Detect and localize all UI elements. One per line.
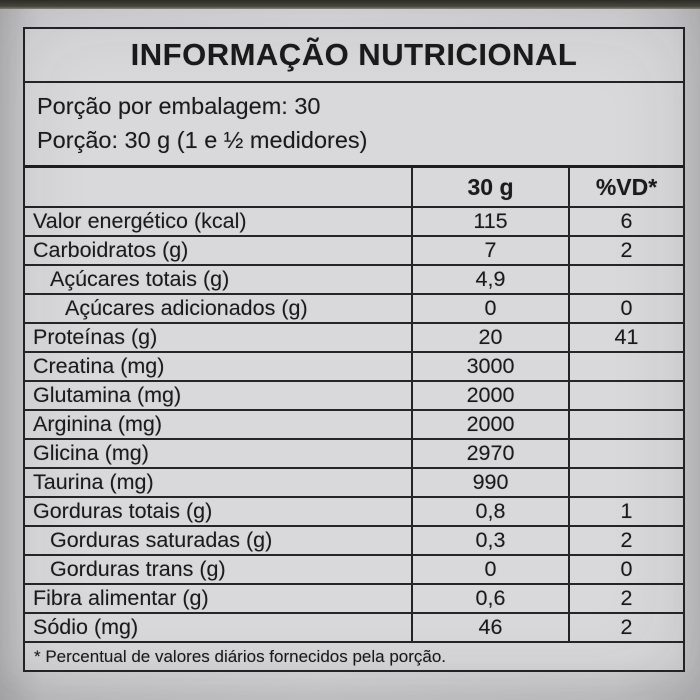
table-body: Valor energético (kcal) 115 6 Carboidratos … bbox=[25, 208, 683, 643]
dv-cell bbox=[568, 266, 683, 293]
dv-cell: 2 bbox=[568, 527, 683, 554]
nutrient-name-cell: Glutamina (mg) bbox=[33, 383, 182, 407]
amount-cell: 0,8 bbox=[411, 498, 568, 525]
serving-size: Porção: 30 g (1 e ½ medidores) bbox=[37, 126, 368, 153]
amount-cell: 46 bbox=[411, 614, 568, 641]
dv-cell bbox=[568, 469, 683, 496]
dv-cell bbox=[568, 411, 683, 438]
table-row: Gorduras totais (g) 0,8 1 bbox=[25, 498, 683, 527]
nutrient-name-cell: Açúcares totais (g) bbox=[50, 267, 230, 291]
nutrition-label: INFORMAÇÃO NUTRICIONAL Porção por embala… bbox=[23, 27, 685, 672]
footnote: * Percentual de valores diários fornecid… bbox=[34, 646, 447, 666]
dv-cell: 0 bbox=[568, 556, 683, 583]
amount-cell: 2000 bbox=[411, 382, 568, 409]
label-title: INFORMAÇÃO NUTRICIONAL bbox=[25, 29, 683, 83]
nutrient-name-cell: Gorduras totais (g) bbox=[33, 499, 213, 523]
amount-cell: 7 bbox=[411, 237, 568, 264]
table-row: Carboidratos (g) 7 2 bbox=[25, 237, 683, 266]
table-row: Glutamina (mg) 2000 bbox=[25, 382, 683, 411]
table-row: Valor energético (kcal) 115 6 bbox=[25, 208, 683, 237]
amount-cell: 0 bbox=[411, 556, 568, 583]
table-row: Gorduras trans (g) 0 0 bbox=[25, 556, 683, 585]
nutrient-name-cell: Creatina (mg) bbox=[33, 354, 165, 378]
nutrient-name-cell: Carboidratos (g) bbox=[33, 238, 189, 262]
table-row: Gorduras saturadas (g) 0,3 2 bbox=[25, 527, 683, 556]
dv-cell bbox=[568, 353, 683, 380]
amount-cell: 0,3 bbox=[411, 527, 568, 554]
amount-cell: 2970 bbox=[411, 440, 568, 467]
amount-cell: 4,9 bbox=[411, 266, 568, 293]
nutrient-name-cell: Fibra alimentar (g) bbox=[33, 586, 209, 610]
amount-cell: 0,6 bbox=[411, 585, 568, 612]
nutrient-name-cell: Taurina (mg) bbox=[33, 470, 154, 494]
amount-cell: 0 bbox=[411, 295, 568, 322]
amount-cell: 115 bbox=[411, 208, 568, 235]
table-row: Arginina (mg) 2000 bbox=[25, 411, 683, 440]
amount-cell: 990 bbox=[411, 469, 568, 496]
nutrient-name-cell: Gorduras trans (g) bbox=[50, 557, 226, 581]
nutrient-name-cell: Açúcares adicionados (g) bbox=[65, 296, 308, 320]
table-row: Açúcares totais (g) 4,9 bbox=[25, 266, 683, 295]
table-row: Creatina (mg) 3000 bbox=[25, 353, 683, 382]
dv-cell: 41 bbox=[568, 324, 683, 351]
column-header-dv: %VD* bbox=[568, 168, 683, 206]
dv-cell: 6 bbox=[568, 208, 683, 235]
table-header-row: 30 g %VD* bbox=[25, 168, 683, 208]
column-header-empty bbox=[25, 168, 411, 206]
amount-cell: 20 bbox=[411, 324, 568, 351]
table-row: Taurina (mg) 990 bbox=[25, 469, 683, 498]
nutrient-name-cell: Proteínas (g) bbox=[33, 325, 158, 349]
dv-cell: 2 bbox=[568, 585, 683, 612]
nutrient-name-cell: Sódio (mg) bbox=[33, 615, 139, 639]
table-row: Fibra alimentar (g) 0,6 2 bbox=[25, 585, 683, 614]
dv-cell: 2 bbox=[568, 237, 683, 264]
nutrient-name-cell: Glicina (mg) bbox=[33, 441, 149, 465]
amount-cell: 3000 bbox=[411, 353, 568, 380]
dv-cell: 0 bbox=[568, 295, 683, 322]
serving-info: Porção por embalagem: 30 Porção: 30 g (1… bbox=[25, 83, 683, 168]
dv-cell: 2 bbox=[568, 614, 683, 641]
table-row: Proteínas (g) 20 41 bbox=[25, 324, 683, 353]
dv-cell bbox=[568, 440, 683, 467]
dv-cell: 1 bbox=[568, 498, 683, 525]
table-row: Glicina (mg) 2970 bbox=[25, 440, 683, 469]
table-row: Sódio (mg) 46 2 bbox=[25, 614, 683, 643]
nutrient-name-cell: Valor energético (kcal) bbox=[33, 209, 247, 233]
nutrient-name-cell: Gorduras saturadas (g) bbox=[50, 528, 273, 552]
amount-cell: 2000 bbox=[411, 411, 568, 438]
table-row: Açúcares adicionados (g) 0 0 bbox=[25, 295, 683, 324]
dv-cell bbox=[568, 382, 683, 409]
nutrient-name-cell: Arginina (mg) bbox=[33, 412, 163, 436]
servings-per-package: Porção por embalagem: 30 bbox=[37, 93, 321, 119]
jar-top-edge bbox=[0, 0, 700, 9]
column-header-amount: 30 g bbox=[411, 168, 568, 206]
